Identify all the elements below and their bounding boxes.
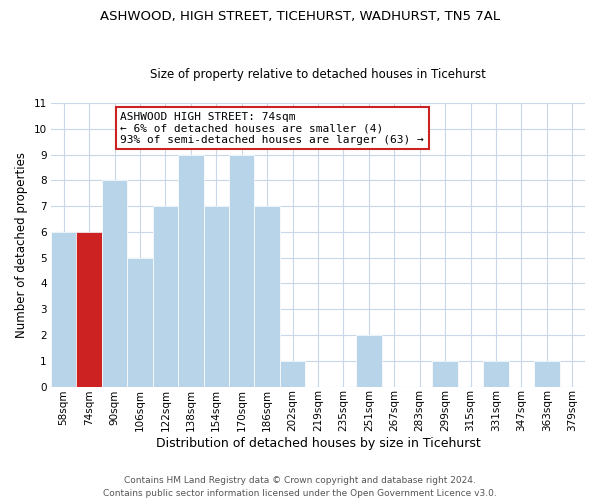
Bar (356, 335, 382, 386)
Bar (203, 206, 229, 386)
Bar (254, 206, 280, 386)
Bar (534, 361, 560, 386)
Bar (51, 232, 76, 386)
Bar (229, 154, 254, 386)
Bar (483, 361, 509, 386)
Text: ASHWOOD HIGH STREET: 74sqm
← 6% of detached houses are smaller (4)
93% of semi-d: ASHWOOD HIGH STREET: 74sqm ← 6% of detac… (121, 112, 424, 144)
Bar (178, 154, 203, 386)
Text: Contains HM Land Registry data © Crown copyright and database right 2024.
Contai: Contains HM Land Registry data © Crown c… (103, 476, 497, 498)
Bar (76, 232, 102, 386)
Bar (152, 206, 178, 386)
Text: ASHWOOD, HIGH STREET, TICEHURST, WADHURST, TN5 7AL: ASHWOOD, HIGH STREET, TICEHURST, WADHURS… (100, 10, 500, 23)
Y-axis label: Number of detached properties: Number of detached properties (15, 152, 28, 338)
Bar (433, 361, 458, 386)
X-axis label: Distribution of detached houses by size in Ticehurst: Distribution of detached houses by size … (155, 437, 481, 450)
Title: Size of property relative to detached houses in Ticehurst: Size of property relative to detached ho… (150, 68, 486, 81)
Bar (280, 361, 305, 386)
Bar (127, 258, 152, 386)
Bar (102, 180, 127, 386)
